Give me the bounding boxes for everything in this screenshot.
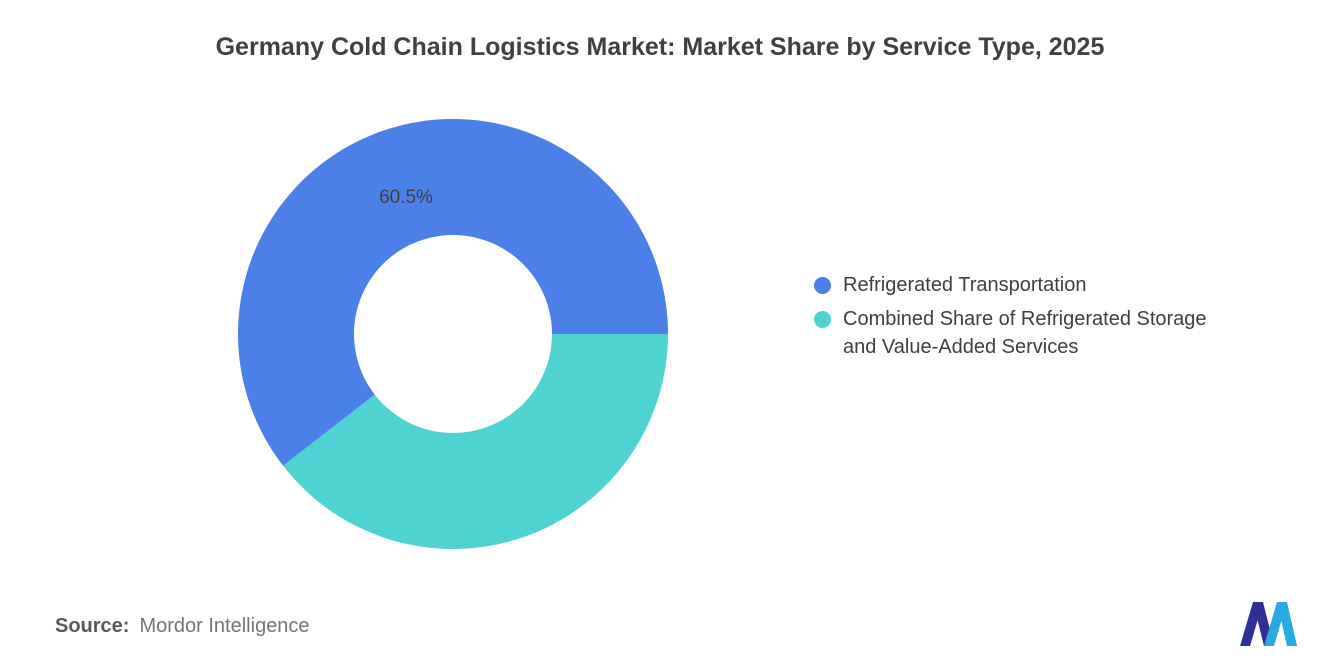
source-prefix: Source: [55, 615, 130, 637]
data-label: 60.5% [379, 187, 433, 208]
legend-marker-refrigerated-transportation [814, 277, 831, 294]
legend-item-combined-share[interactable]: Combined Share of Refrigerated Storage a… [814, 305, 1207, 361]
legend-item-refrigerated-transportation[interactable]: Refrigerated Transportation [814, 271, 1207, 299]
source-text: Mordor Intelligence [139, 615, 310, 637]
donut-chart-area: 60.5% [236, 117, 670, 551]
legend-marker-combined-share [814, 311, 831, 328]
legend: Refrigerated Transportation Combined Sha… [814, 271, 1207, 361]
legend-label-refrigerated-transportation: Refrigerated Transportation [843, 274, 1087, 296]
donut-slice-refrigerated-transportation [237, 119, 668, 466]
legend-label-combined-share: Combined Share of Refrigerated Storage a… [843, 308, 1207, 358]
donut-slice-combined-share-of-refrigerated-storage-a [283, 334, 668, 550]
source-line: Source: Mordor Intelligence [55, 615, 310, 638]
mordor-intelligence-logo [1238, 600, 1298, 648]
donut-chart [237, 119, 668, 550]
chart-title: Germany Cold Chain Logistics Market: Mar… [215, 33, 1105, 61]
mordor-logo-glyph [1240, 602, 1297, 646]
